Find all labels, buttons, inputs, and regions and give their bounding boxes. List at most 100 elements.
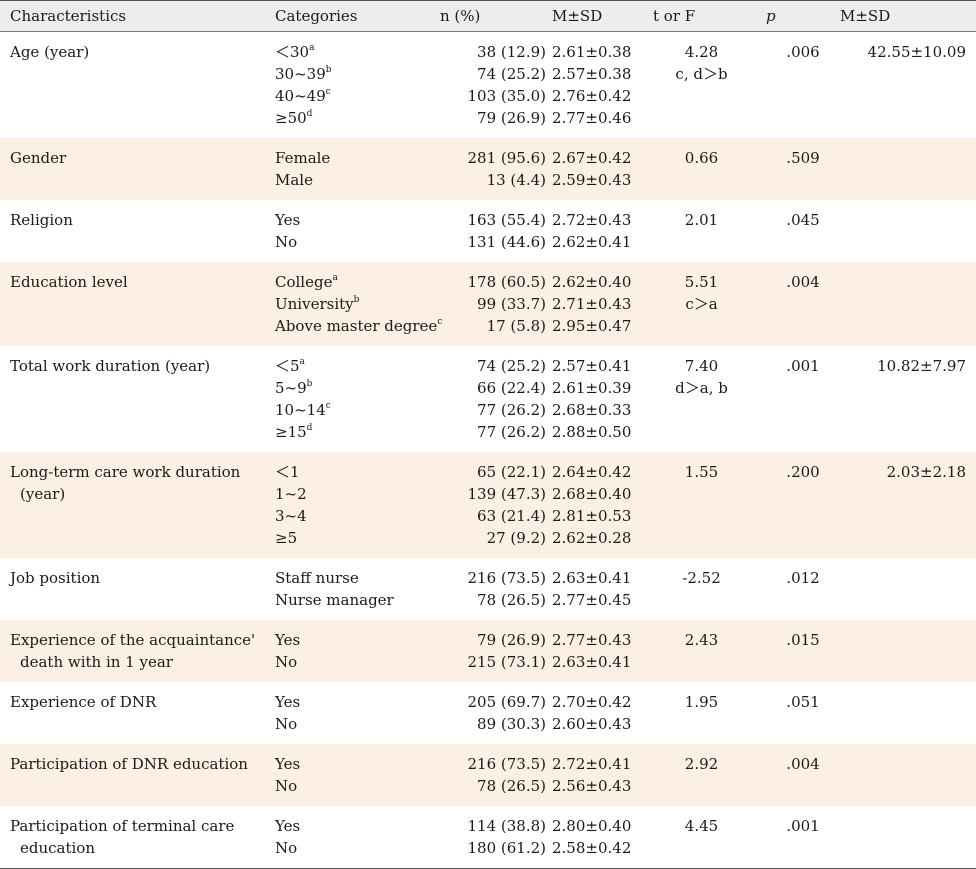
t-or-f-cell: 0.66 <box>653 138 750 200</box>
t-or-f-value: 1.55 <box>684 463 719 481</box>
p-value-cell: .012 <box>750 558 840 620</box>
category-superscript: d <box>306 109 313 119</box>
n-percent-cell: 216 (73.5) 78 (26.5) <box>440 744 552 806</box>
mean-sd-value: 2.67±0.42 <box>552 149 632 167</box>
n-percent-value: 215 (73.1) <box>467 653 546 671</box>
n-percent-value: 79 (26.9) <box>477 631 546 649</box>
category-label: ＜1 <box>275 463 300 481</box>
category-label: ≥5 <box>275 529 298 547</box>
p-value: .006 <box>786 43 820 61</box>
characteristic-cell: Age (year) <box>0 32 275 139</box>
category-cell: ＜30a 30~39b 40~49c ≥50d <box>275 32 440 139</box>
category-label: Above master degree <box>275 317 438 335</box>
mean-sd-value: 2.59±0.43 <box>552 171 632 189</box>
t-or-f-cell: 4.28 c, d＞b <box>653 32 750 139</box>
t-or-f-value: 1.95 <box>684 693 719 711</box>
category-label: No <box>275 653 298 671</box>
mean-sd-value: 2.62±0.41 <box>552 233 632 251</box>
mean-sd-value: 2.72±0.41 <box>552 755 632 773</box>
p-value-cell: .004 <box>750 262 840 346</box>
n-percent-value: 216 (73.5) <box>467 755 546 773</box>
mean-sd-cell: 2.57±0.41 2.61±0.39 2.68±0.33 2.88±0.50 <box>552 346 653 452</box>
p-value-cell: .051 <box>750 682 840 744</box>
category-label: 30~39 <box>275 65 326 83</box>
category-item: ＜5a <box>275 355 440 377</box>
n-percent-value: 163 (55.4) <box>467 211 546 229</box>
mean-sd-cell: 2.70±0.42 2.60±0.43 <box>552 682 653 744</box>
table-row: Job position Staff nurse Nurse manager 216 … <box>0 558 976 620</box>
t-or-f-value: 7.40 <box>684 357 719 375</box>
category-label: ≥50 <box>275 109 307 127</box>
table-row: Total work duration (year) ＜5a 5~9b 10~14c ≥… <box>0 346 976 452</box>
category-label: Yes <box>275 693 301 711</box>
mean-sd-value: 2.72±0.43 <box>552 211 632 229</box>
p-value: .015 <box>786 631 820 649</box>
n-percent-value: 65 (22.1) <box>477 463 546 481</box>
n-percent-value: 74 (25.2) <box>477 65 546 83</box>
mean-sd-2-cell: 42.55±10.09 <box>840 32 976 139</box>
mean-sd-value: 2.63±0.41 <box>552 653 632 671</box>
p-value-cell: .006 <box>750 32 840 139</box>
header-t-or-f: t or F <box>653 0 750 32</box>
t-or-f-value: 4.28 <box>684 43 719 61</box>
mean-sd-2-value: 2.03±2.18 <box>886 463 966 481</box>
characteristic-label: education <box>20 839 95 857</box>
characteristic-label: Participation of terminal care <box>10 817 235 835</box>
category-item: Yes <box>275 753 440 775</box>
mean-sd-value: 2.68±0.33 <box>552 401 632 419</box>
category-superscript: b <box>306 379 313 389</box>
mean-sd-cell: 2.61±0.38 2.57±0.38 2.76±0.42 2.77±0.46 <box>552 32 653 139</box>
mean-sd-value: 2.76±0.42 <box>552 87 632 105</box>
p-value: .051 <box>786 693 820 711</box>
category-cell: Yes No <box>275 620 440 682</box>
category-cell: Staff nurse Nurse manager <box>275 558 440 620</box>
n-percent-value: 131 (44.6) <box>467 233 546 251</box>
mean-sd-value: 2.80±0.40 <box>552 817 632 835</box>
mean-sd-value: 2.58±0.42 <box>552 839 632 857</box>
t-or-f-cell: 5.51 c＞a <box>653 262 750 346</box>
t-or-f-value: 2.43 <box>684 631 719 649</box>
category-item: ≥15d <box>275 421 440 443</box>
category-item: ≥50d <box>275 107 440 129</box>
mean-sd-value: 2.77±0.43 <box>552 631 632 649</box>
characteristic-cell: Long-term care work duration (year) <box>0 452 275 558</box>
n-percent-value: 74 (25.2) <box>477 357 546 375</box>
n-percent-value: 180 (61.2) <box>467 839 546 857</box>
mean-sd-value: 2.60±0.43 <box>552 715 632 733</box>
category-item: No <box>275 775 440 797</box>
category-superscript: c <box>437 317 443 327</box>
header-mean-sd: M±SD <box>552 0 653 32</box>
p-value-cell: .001 <box>750 806 840 869</box>
mean-sd-2-cell <box>840 682 976 744</box>
table-row: Education level Collegea Universityb Above … <box>0 262 976 346</box>
mean-sd-value: 2.56±0.43 <box>552 777 632 795</box>
t-or-f-cell: 7.40 d＞a, b <box>653 346 750 452</box>
mean-sd-cell: 2.72±0.41 2.56±0.43 <box>552 744 653 806</box>
n-percent-value: 99 (33.7) <box>477 295 546 313</box>
n-percent-cell: 114 (38.8) 180 (61.2) <box>440 806 552 869</box>
category-item: Yes <box>275 815 440 837</box>
mean-sd-value: 2.62±0.28 <box>552 529 632 547</box>
n-percent-value: 66 (22.4) <box>477 379 546 397</box>
category-label: 10~14 <box>275 401 326 419</box>
n-percent-value: 216 (73.5) <box>467 569 546 587</box>
n-percent-value: 78 (26.5) <box>477 591 546 609</box>
p-value: .001 <box>786 817 820 835</box>
n-percent-value: 13 (4.4) <box>486 171 546 189</box>
characteristic-label: Religion <box>10 211 73 229</box>
characteristic-label: Gender <box>10 149 67 167</box>
category-item: 3~4 <box>275 505 440 527</box>
n-percent-value: 79 (26.9) <box>477 109 546 127</box>
n-percent-value: 114 (38.8) <box>467 817 546 835</box>
category-cell: ＜5a 5~9b 10~14c ≥15d <box>275 346 440 452</box>
n-percent-cell: 38 (12.9) 74 (25.2) 103 (35.0) 79 (26.9) <box>440 32 552 139</box>
n-percent-value: 205 (69.7) <box>467 693 546 711</box>
category-item: 1~2 <box>275 483 440 505</box>
p-value: .004 <box>786 273 820 291</box>
category-item: No <box>275 651 440 673</box>
n-percent-cell: 216 (73.5) 78 (26.5) <box>440 558 552 620</box>
n-percent-cell: 74 (25.2) 66 (22.4) 77 (26.2) 77 (26.2) <box>440 346 552 452</box>
mean-sd-2-cell <box>840 138 976 200</box>
post-hoc-value: c, d＞b <box>675 65 728 83</box>
